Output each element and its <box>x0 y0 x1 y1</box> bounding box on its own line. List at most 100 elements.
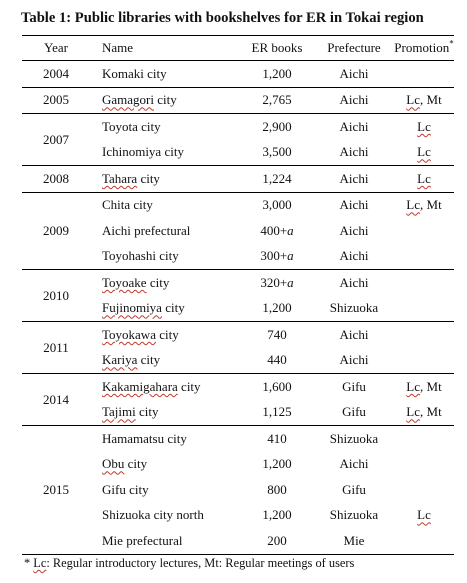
cell-name: Mie prefectural <box>102 532 183 548</box>
cell-er-books: 2,765 <box>262 92 292 108</box>
table-row: Shizuoka city north 1,200 Shizuoka Lc <box>22 503 454 529</box>
cell-name: Gamagori city <box>102 92 177 108</box>
cell-name: Obu city <box>102 456 148 472</box>
table-footnote: * Lc: Regular introductory lectures, Mt:… <box>24 556 355 570</box>
cell-prefecture: Aichi <box>339 274 369 290</box>
header-promotion: Promotion* <box>394 35 454 61</box>
year-group: 2007 Toyota city 2,900 Aichi Lc Ichinomiya ci… <box>22 114 454 166</box>
cell-er-books: 1,224 <box>262 170 292 186</box>
cell-promotion <box>394 426 454 452</box>
year-group: 2014 Kakamigahara city 1,600 Gifu Lc, Mt Taji… <box>22 374 454 426</box>
cell-prefecture: Mie <box>343 532 365 548</box>
cell-name: Aichi prefectural <box>102 222 191 238</box>
cell-er-books: 1,200 <box>262 507 292 523</box>
year-group: 2008 Tahara city 1,224 Aichi Lc <box>22 166 454 193</box>
cell-name: Kariya city <box>102 352 161 368</box>
table-row: 2005 Gamagori city 2,765 Aichi Lc, Mt <box>22 87 454 114</box>
cell-year: 2005 <box>43 92 69 108</box>
table-row: 2004 Komaki city 1,200 Aichi <box>22 61 454 88</box>
cell-prefecture: Gifu <box>342 378 366 394</box>
header-prefecture: Prefecture <box>314 35 394 61</box>
header-promotion-label: Promotion <box>394 40 450 55</box>
cell-prefecture: Shizuoka <box>329 430 379 446</box>
cell-promotion: Lc, Mt <box>406 197 442 213</box>
header-year: Year <box>22 35 90 61</box>
table-row: 2008 Tahara city 1,224 Aichi Lc <box>22 166 454 193</box>
cell-prefecture: Aichi <box>339 326 369 342</box>
cell-name: Komaki city <box>102 65 167 81</box>
cell-prefecture: Aichi <box>339 456 369 472</box>
cell-name: Fujinomiya city <box>102 300 185 316</box>
cell-er-books: 320+a <box>260 274 294 290</box>
cell-promotion <box>394 452 454 478</box>
cell-promotion <box>394 61 454 88</box>
cell-prefecture: Aichi <box>339 222 369 238</box>
header-er-books: ER books <box>240 35 314 61</box>
cell-promotion: Lc, Mt <box>406 92 442 108</box>
table-row: 2009 Chita city 3,000 Aichi Lc, Mt <box>22 192 454 238</box>
table-row: 2014 Kakamigahara city 1,600 Gifu Lc, Mt <box>22 374 454 407</box>
cell-prefecture: Aichi <box>339 118 369 134</box>
cell-promotion: Lc, Mt <box>406 404 442 420</box>
table-row: Fujinomiya city 1,200 Shizuoka <box>22 296 454 322</box>
cell-er-books: 300+a <box>260 248 294 264</box>
cell-er-books: 1,200 <box>262 300 292 316</box>
cell-promotion <box>394 528 454 554</box>
cell-promotion: Lc <box>417 170 431 186</box>
cell-year: 2010 <box>43 287 69 303</box>
table-row: Toyohashi city 300+a Aichi <box>22 244 454 270</box>
table-row: Ichinomiya city 3,500 Aichi Lc <box>22 140 454 166</box>
cell-promotion <box>394 244 454 270</box>
cell-prefecture: Aichi <box>339 144 369 160</box>
cell-prefecture: Aichi <box>339 352 369 368</box>
cell-promotion: Lc, Mt <box>406 378 442 394</box>
cell-name: Chita city <box>102 197 153 213</box>
cell-year: 2011 <box>43 339 69 355</box>
table-row: 2010 Toyoake city 320+a Aichi <box>22 270 454 303</box>
cell-prefecture: Aichi <box>339 170 369 186</box>
cell-promotion: Lc <box>417 507 431 523</box>
cell-name: Tajimi city <box>102 404 159 420</box>
table-row: 2015 Hamamatsu city 410 Shizuoka <box>22 426 454 497</box>
cell-er-books: 1,200 <box>262 456 292 472</box>
cell-year: 2015 <box>43 481 69 497</box>
cell-er-books: 800 <box>267 481 287 497</box>
table-row: Aichi prefectural 400+a Aichi <box>22 218 454 244</box>
cell-name: Kakamigahara city <box>102 378 201 394</box>
header-promotion-footnote-mark: * <box>449 38 454 49</box>
cell-prefecture: Aichi <box>339 65 369 81</box>
year-group: 2015 Hamamatsu city 410 Shizuoka Obu city 1,2… <box>22 426 454 554</box>
cell-promotion <box>394 218 454 244</box>
cell-name: Toyoake city <box>102 274 170 290</box>
cell-prefecture: Shizuoka <box>329 507 379 523</box>
cell-er-books: 410 <box>267 430 287 446</box>
cell-year: 2008 <box>43 170 69 186</box>
year-group: 2005 Gamagori city 2,765 Aichi Lc, Mt <box>22 87 454 114</box>
cell-prefecture: Gifu <box>342 481 366 497</box>
cell-promotion <box>394 296 454 322</box>
year-group: 2004 Komaki city 1,200 Aichi <box>22 61 454 88</box>
cell-er-books: 440 <box>267 352 287 368</box>
cell-name: Ichinomiya city <box>102 144 184 160</box>
cell-er-books: 740 <box>267 326 287 342</box>
cell-er-books: 200 <box>267 532 287 548</box>
cell-name: Toyokawa city <box>102 326 179 342</box>
cell-promotion: Lc <box>417 118 431 134</box>
cell-name: Tahara city <box>102 170 160 186</box>
header-row: Year Name ER books Prefecture Promotion* <box>22 35 454 61</box>
cell-name: Toyohashi city <box>102 248 179 264</box>
cell-year: 2007 <box>43 131 69 147</box>
cell-promotion <box>394 477 454 503</box>
year-group: 2011 Toyokawa city 740 Aichi Kariya city 440 A… <box>22 322 454 374</box>
libraries-table: Year Name ER books Prefecture Promotion*… <box>22 35 454 555</box>
table-row: Gifu city 800 Gifu <box>22 477 454 503</box>
cell-er-books: 400+a <box>260 222 294 238</box>
cell-prefecture: Aichi <box>339 92 369 108</box>
table-row: Mie prefectural 200 Mie <box>22 528 454 554</box>
cell-prefecture: Gifu <box>342 404 366 420</box>
table-row: 2011 Toyokawa city 740 Aichi <box>22 322 454 355</box>
cell-prefecture: Shizuoka <box>329 300 379 316</box>
table-row: 2007 Toyota city 2,900 Aichi Lc <box>22 114 454 147</box>
table-caption: Table 1: Public libraries with bookshelv… <box>21 10 424 26</box>
cell-name: Shizuoka city north <box>102 507 204 523</box>
